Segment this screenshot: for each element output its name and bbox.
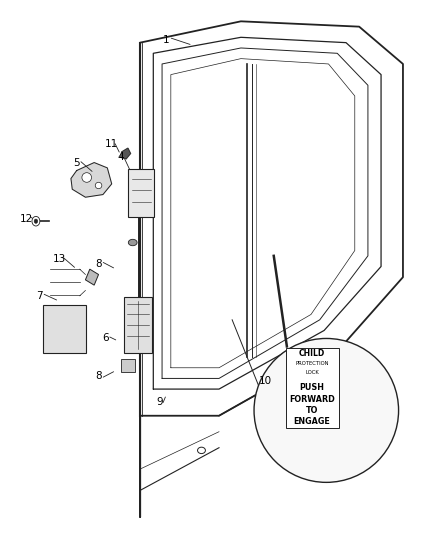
FancyBboxPatch shape <box>286 348 339 428</box>
Circle shape <box>34 219 38 223</box>
Text: 8: 8 <box>95 371 102 381</box>
Text: 4: 4 <box>117 152 124 162</box>
Text: LOCK: LOCK <box>305 370 319 375</box>
FancyBboxPatch shape <box>121 359 135 372</box>
Polygon shape <box>85 269 99 285</box>
Text: 7: 7 <box>36 291 43 301</box>
Text: 6: 6 <box>102 334 109 343</box>
Text: PUSH: PUSH <box>300 383 325 392</box>
Text: 10: 10 <box>258 376 272 386</box>
Text: 8: 8 <box>95 259 102 269</box>
Circle shape <box>32 216 40 226</box>
Ellipse shape <box>128 239 137 246</box>
Text: 5: 5 <box>73 158 80 167</box>
Ellipse shape <box>82 173 92 182</box>
Text: CHILD: CHILD <box>299 349 325 358</box>
Polygon shape <box>71 163 112 197</box>
Text: 13: 13 <box>53 254 66 263</box>
FancyBboxPatch shape <box>124 297 152 353</box>
Polygon shape <box>120 148 131 159</box>
Text: ENGAGE: ENGAGE <box>294 417 330 426</box>
Text: 12: 12 <box>20 214 33 223</box>
FancyBboxPatch shape <box>43 305 86 353</box>
Text: PROTECTION: PROTECTION <box>295 361 329 366</box>
Text: 1: 1 <box>163 35 170 45</box>
Ellipse shape <box>254 338 399 482</box>
Text: FORWARD: FORWARD <box>289 395 335 404</box>
Text: 9: 9 <box>156 398 163 407</box>
Text: 11: 11 <box>105 139 118 149</box>
FancyBboxPatch shape <box>128 169 154 217</box>
Text: TO: TO <box>306 406 318 415</box>
Ellipse shape <box>95 182 102 189</box>
Ellipse shape <box>198 447 205 454</box>
